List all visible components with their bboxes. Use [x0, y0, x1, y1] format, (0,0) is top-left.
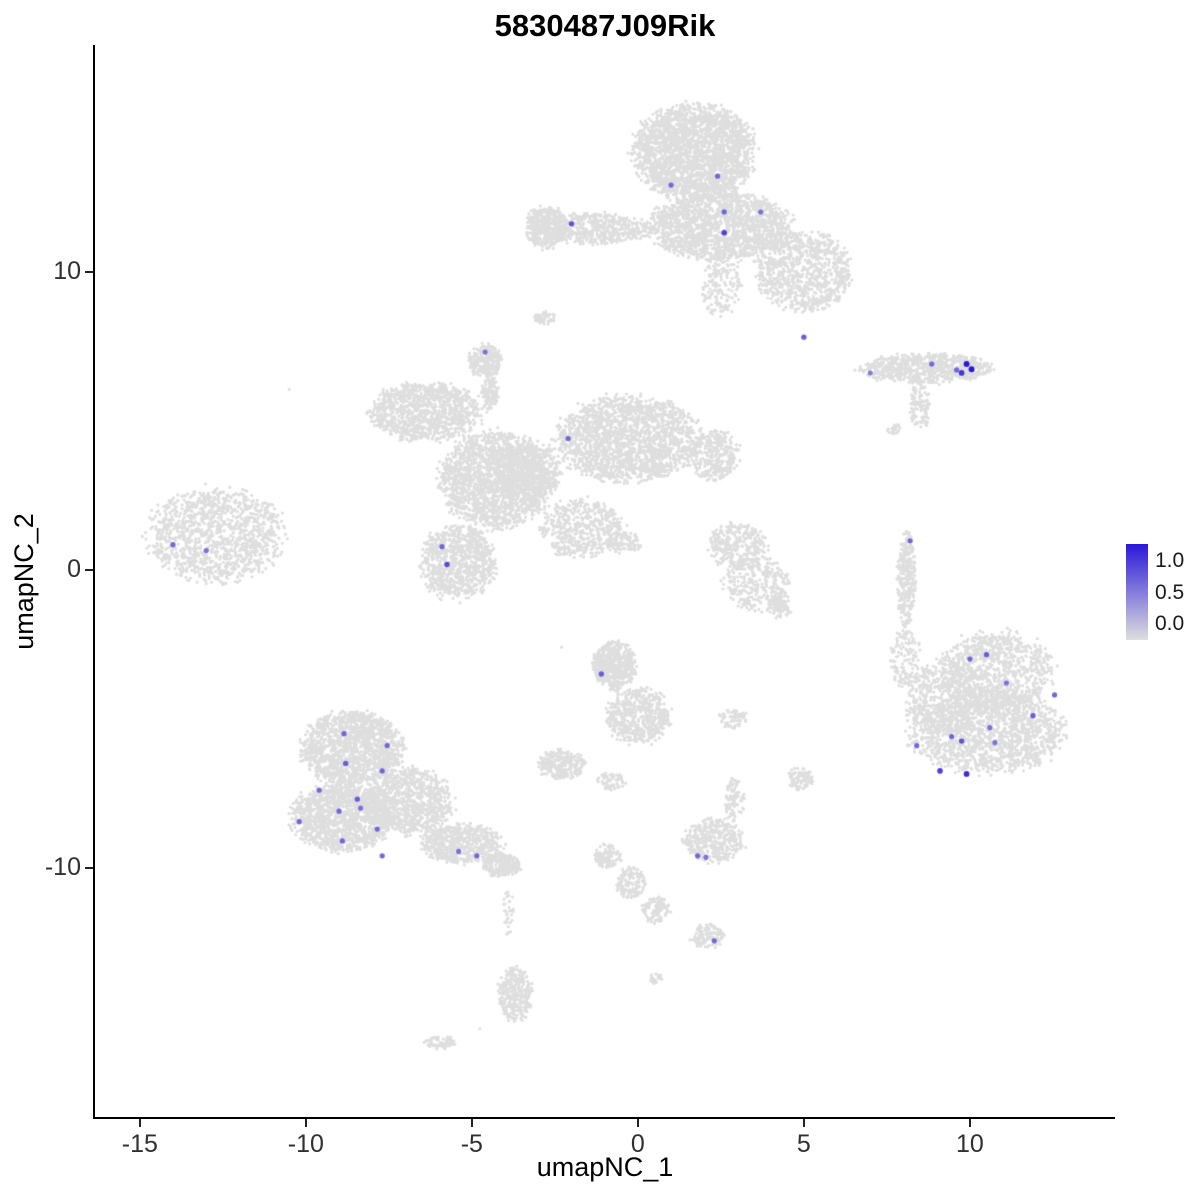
y-tick-label: -10	[44, 852, 81, 881]
y-tick-mark	[85, 270, 93, 273]
x-tick-mark	[802, 1119, 805, 1127]
y-tick-mark	[85, 866, 93, 869]
legend-labels: 1.0 0.5 0.0	[1155, 544, 1184, 640]
x-tick-label: -15	[121, 1130, 158, 1158]
x-tick-mark	[138, 1119, 141, 1127]
x-axis-line	[93, 1117, 1115, 1119]
x-axis-title: umapNC_1	[536, 1152, 674, 1182]
y-tick-label: 0	[67, 554, 81, 583]
y-axis-title: umapNC_2	[4, 45, 44, 1117]
y-tick-label: 10	[53, 256, 81, 285]
scatter-canvas	[95, 45, 1115, 1117]
y-axis-title-text: umapNC_2	[8, 512, 39, 650]
plot-title: 5830487J09Rik	[494, 8, 716, 43]
legend-label-mid: 0.5	[1155, 580, 1185, 604]
x-tick-label: 0	[630, 1130, 645, 1158]
x-tick-label: -5	[460, 1130, 483, 1158]
x-tick-mark	[470, 1119, 473, 1127]
y-axis-line	[93, 45, 95, 1119]
legend-gradient-bar	[1126, 544, 1148, 640]
legend-label-low: 0.0	[1155, 612, 1185, 635]
x-tick-mark	[304, 1119, 307, 1127]
x-tick-label: 10	[955, 1130, 984, 1158]
x-tick-mark	[968, 1119, 971, 1127]
x-tick-label: 5	[796, 1130, 811, 1158]
legend-label-high: 1.0	[1155, 549, 1185, 572]
color-legend: 1.0 0.5 0.0	[1126, 544, 1184, 640]
x-tick-mark	[636, 1119, 639, 1127]
x-tick-label: -10	[287, 1130, 324, 1158]
y-tick-mark	[85, 568, 93, 571]
